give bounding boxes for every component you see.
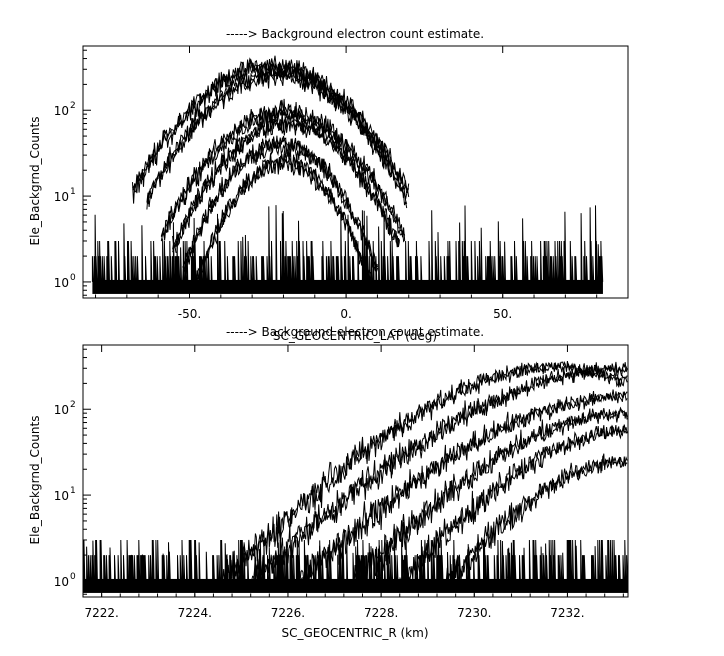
panel2-xlabel: SC_GEOCENTRIC_R (km) — [282, 626, 429, 640]
y-tick-label-exponent: 1 — [70, 187, 76, 197]
y-tick-label-base: 10 — [54, 489, 69, 503]
series-line — [353, 406, 628, 583]
latitude-panel: -----> Background electron count estimat… — [28, 27, 629, 343]
baseline-band — [83, 578, 628, 593]
panel1-plot-frame — [82, 45, 629, 299]
panel2-ylabel: Ele_Backgrnd_Counts — [28, 416, 42, 545]
panel1-x-ticks: -50. 0. 50. — [95, 46, 629, 321]
panel1-xlabel: SC_GEOCENTRIC_LAT (deg) — [273, 329, 437, 343]
series-line — [160, 98, 406, 241]
panel2-plot-frame — [82, 344, 629, 598]
series-line — [297, 391, 628, 583]
series-line — [222, 360, 628, 582]
panel1-data-layer — [91, 55, 604, 294]
y-tick-label-exponent: 2 — [70, 400, 76, 410]
x-tick-label: 50. — [493, 307, 512, 321]
panel2-title: -----> Background electron count estimat… — [226, 325, 484, 339]
series-line — [445, 455, 628, 581]
y-tick-label-base: 10 — [54, 190, 69, 204]
y-tick-label-base: 10 — [54, 575, 69, 589]
baseline-band — [92, 279, 603, 294]
panel1-title: -----> Background electron count estimat… — [226, 27, 484, 41]
x-tick-label: 7230. — [457, 606, 491, 620]
y-tick-label-base: 10 — [54, 104, 69, 118]
panel1-ylabel: Ele_Backgrnd_Counts — [28, 117, 42, 246]
x-tick-label: 7222. — [84, 606, 118, 620]
series-line — [146, 65, 408, 207]
x-tick-label: -50. — [178, 307, 201, 321]
y-tick-label-exponent: 1 — [70, 486, 76, 496]
x-tick-label: 7232. — [550, 606, 584, 620]
x-tick-label: 7224. — [178, 606, 212, 620]
series-line — [182, 135, 379, 274]
x-tick-label: 7228. — [364, 606, 398, 620]
y-tick-label-exponent: 0 — [70, 572, 76, 582]
series-line — [182, 137, 379, 274]
radius-panel: -----> Background electron count estimat… — [28, 325, 629, 640]
series-line — [172, 110, 400, 254]
series-line — [193, 152, 373, 283]
x-tick-label: 7226. — [271, 606, 305, 620]
y-tick-label-base: 10 — [54, 403, 69, 417]
y-tick-label-base: 10 — [54, 276, 69, 290]
panel2-data-layer — [83, 360, 628, 593]
y-tick-label-exponent: 0 — [70, 273, 76, 283]
panel2-x-ticks: 7222. 7224. 7226. 7228. 7230. 7232. — [82, 345, 624, 620]
y-tick-label-exponent: 2 — [70, 101, 76, 111]
series-line — [250, 361, 628, 582]
series-line — [399, 424, 628, 583]
x-tick-label: 0. — [340, 307, 351, 321]
series-line — [193, 152, 373, 283]
